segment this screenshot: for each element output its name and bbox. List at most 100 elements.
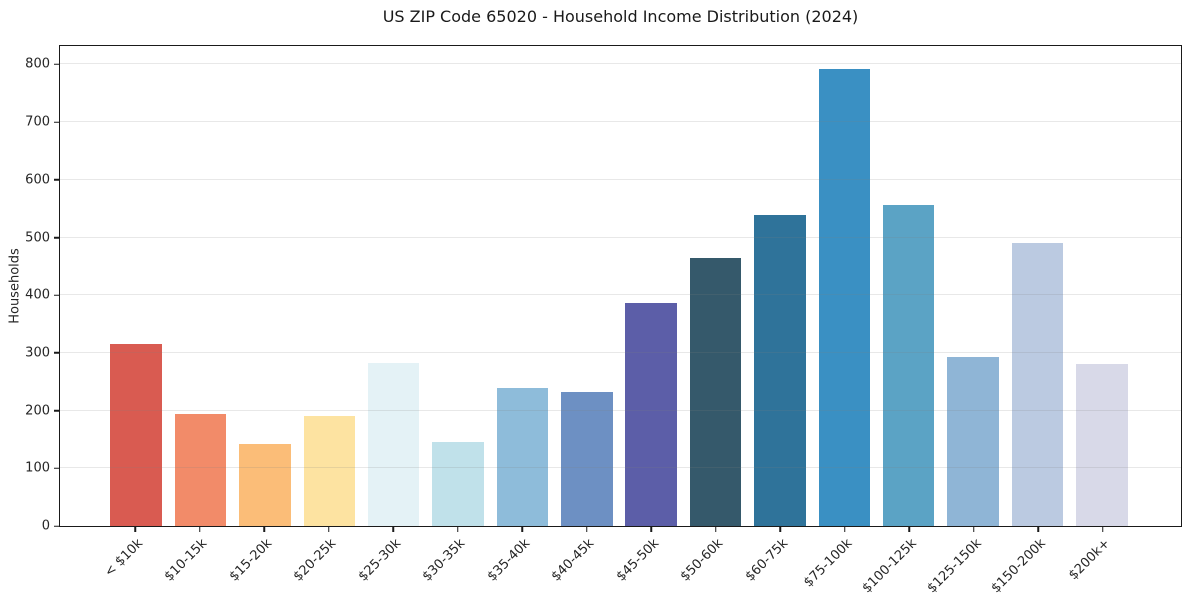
y-ticklabel-800: 800 [25, 56, 50, 72]
bar-slot-5 [426, 46, 490, 526]
y-ticklabel-700: 700 [25, 114, 50, 130]
x-ticklabel-4: $25-30k [355, 536, 404, 585]
y-tickmark-600 [54, 179, 60, 181]
bar-8 [625, 303, 677, 526]
bar-slot-8 [619, 46, 683, 526]
x-slot-9: $50-60k [678, 527, 749, 589]
bar-6 [496, 387, 549, 526]
bar-slot-3 [297, 46, 361, 526]
x-slot-13: $125-150k [924, 527, 1007, 596]
bar-slot-9 [683, 46, 747, 526]
x-tickmark-9 [715, 527, 717, 532]
bar-slot-13 [941, 46, 1005, 526]
x-ticklabel-15: $200k+ [1066, 536, 1114, 584]
x-ticklabel-7: $40-45k [548, 536, 598, 585]
bar-7 [561, 391, 613, 526]
bar-slot-12 [877, 46, 941, 526]
bar-slot-7 [555, 46, 619, 526]
plot-area: 0 100 200 300 400 500 600 700 800 [25, 45, 1182, 534]
x-ticklabel-3: $20-25k [290, 536, 340, 585]
x-ticklabel-0: < $10k [101, 536, 146, 581]
x-ticklabel-6: $35-40k [484, 536, 533, 585]
y-tickmark-0 [54, 525, 60, 527]
y-ticklabel-500: 500 [25, 230, 50, 246]
y-tickmark-200 [54, 409, 60, 412]
x-slot-11: $75-100k [801, 527, 878, 590]
bar-0 [110, 344, 162, 526]
bar-slot-15 [1070, 46, 1134, 526]
bar-12 [882, 205, 935, 526]
bar-slot-4 [362, 46, 426, 526]
bar-2 [239, 443, 291, 526]
bar-5 [432, 441, 484, 526]
y-ticklabel-400: 400 [25, 287, 50, 303]
y-tickmark-400 [54, 294, 60, 296]
x-tickmark-5 [457, 527, 459, 532]
x-tickmark-3 [328, 527, 330, 532]
chart-title: US ZIP Code 65020 - Household Income Dis… [382, 7, 859, 26]
bar-slot-1 [168, 46, 232, 526]
x-tickmark-1 [199, 527, 201, 532]
x-tickmark-11 [844, 527, 846, 532]
x-slot-7: $40-45k [549, 527, 620, 589]
x-tickmark-7 [586, 527, 588, 532]
x-ticklabel-1: $10-15k [161, 536, 211, 585]
bar-11 [818, 69, 871, 526]
bar-10 [754, 215, 806, 526]
bar-4 [367, 363, 420, 526]
y-tickmark-800 [54, 63, 60, 66]
x-ticklabel-10: $60-75k [742, 536, 791, 585]
bar-slot-6 [490, 46, 554, 526]
bar-9 [689, 258, 742, 526]
x-slot-14: $150-200k [989, 527, 1071, 596]
bar-slot-10 [748, 46, 812, 526]
x-slot-3: $20-25k [291, 527, 362, 589]
x-axis: < $10k $10-15k $15-20k $20-25k $25-30k $30-35… [101, 527, 1136, 596]
x-tickmark-2 [263, 527, 265, 532]
x-slot-2: $15-20k [226, 527, 297, 589]
x-tickmark-15 [1102, 527, 1104, 532]
y-ticklabel-300: 300 [25, 345, 50, 361]
y-ticklabel-600: 600 [25, 172, 50, 188]
x-tickmark-6 [521, 527, 523, 532]
y-axis-label: Households [7, 248, 23, 324]
bar-slot-14 [1005, 46, 1069, 526]
bar-15 [1076, 363, 1128, 526]
y-tickmark-500 [54, 236, 60, 239]
bar-3 [303, 416, 356, 526]
y-tickmark-300 [54, 352, 60, 354]
x-tickmark-13 [973, 527, 975, 532]
x-tickmark-14 [1037, 527, 1039, 532]
x-slot-5: $30-35k [420, 527, 491, 589]
x-tickmark-4 [392, 527, 394, 532]
x-slot-1: $10-15k [162, 527, 233, 589]
bar-13 [947, 356, 999, 526]
x-slot-12: $100-125k [860, 527, 942, 596]
x-tickmark-12 [908, 527, 910, 532]
x-ticklabel-5: $30-35k [419, 536, 469, 585]
x-slot-6: $35-40k [484, 527, 555, 589]
x-slot-4: $25-30k [355, 527, 426, 589]
bar-slot-2 [233, 46, 297, 526]
x-slot-8: $45-50k [613, 527, 684, 589]
y-tickmark-100 [54, 467, 60, 470]
bar-14 [1011, 243, 1064, 526]
x-tickmark-8 [650, 527, 652, 532]
x-slot-0: < $10k [101, 527, 168, 589]
x-ticklabel-2: $15-20k [226, 536, 275, 585]
y-ticklabel-200: 200 [25, 403, 50, 419]
y-ticklabel-0: 0 [41, 518, 50, 534]
y-tickmark-700 [54, 121, 60, 123]
bars-row [104, 46, 1134, 526]
bar-slot-11 [812, 46, 876, 526]
bar-slot-0 [104, 46, 168, 526]
x-ticklabel-9: $50-60k [677, 536, 727, 585]
bar-1 [174, 413, 227, 526]
x-slot-10: $60-75k [742, 527, 813, 589]
y-ticklabel-100: 100 [25, 460, 50, 476]
x-ticklabel-8: $45-50k [613, 536, 662, 585]
x-tickmark-10 [779, 527, 781, 532]
x-tickmark-0 [134, 527, 136, 532]
x-slot-15: $200k+ [1066, 527, 1136, 589]
